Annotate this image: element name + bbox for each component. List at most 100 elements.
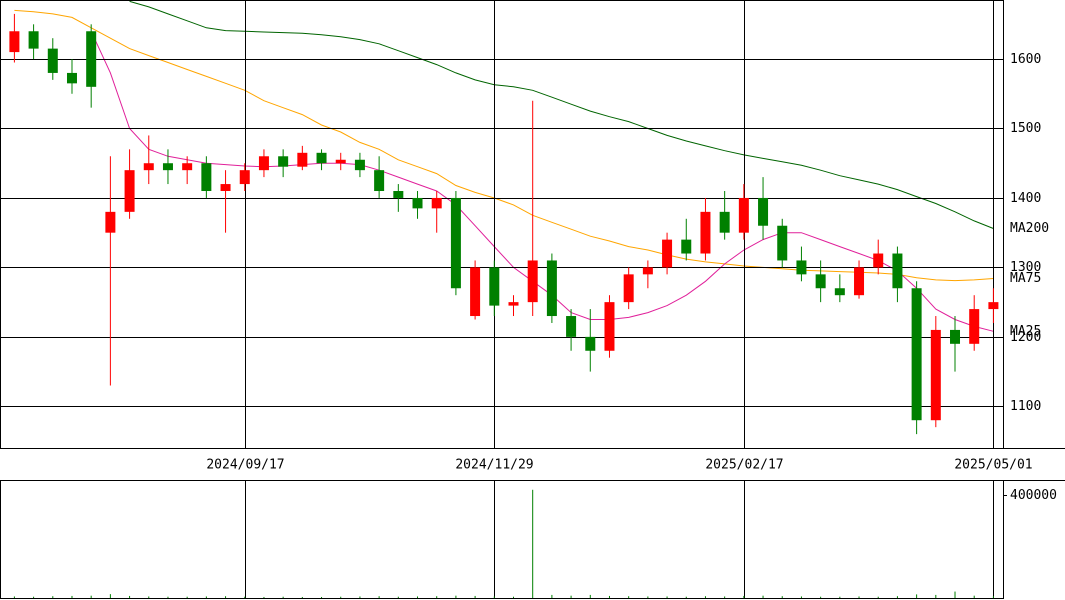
volume-bar	[877, 596, 879, 598]
candle-body	[585, 336, 596, 351]
candle-body	[450, 197, 461, 289]
candle-body	[623, 274, 634, 303]
y-tick-label: 400000	[1010, 488, 1057, 503]
candle-body	[738, 197, 749, 233]
volume-bar	[589, 594, 591, 598]
legend-label: MA75	[1010, 271, 1041, 286]
candle-body	[335, 159, 346, 164]
volume-bar	[916, 594, 918, 598]
legend-label: MA200	[1010, 221, 1049, 236]
x-tick-label: 2024/11/29	[455, 458, 533, 473]
volume-bar	[397, 596, 399, 598]
volume-bar	[474, 595, 476, 598]
volume-bar	[512, 596, 514, 598]
volume-bar	[973, 595, 975, 598]
volume-bar	[628, 596, 630, 598]
volume-bar	[839, 596, 841, 598]
candle-body	[815, 274, 826, 289]
volume-bar	[704, 596, 706, 598]
volume-frame	[0, 480, 1004, 599]
volume-bar	[109, 594, 111, 598]
ma-lines	[14, 0, 994, 332]
volume-bar	[992, 596, 994, 598]
volume-bar	[493, 596, 495, 598]
volume-bar	[685, 596, 687, 598]
candle-body	[854, 267, 865, 296]
candle-body	[508, 302, 519, 306]
candle-body	[527, 260, 538, 303]
volume-bar	[647, 596, 649, 598]
volume-bar	[935, 594, 937, 598]
volume-bar	[378, 596, 380, 598]
candle-body	[220, 184, 231, 192]
price-frame	[0, 0, 1004, 449]
candle-body	[681, 239, 692, 254]
y-tick-label: 1200	[1010, 330, 1041, 345]
candle-body	[969, 309, 980, 344]
volume-bar	[52, 596, 54, 598]
candle-body	[182, 163, 193, 171]
candle-body	[700, 211, 711, 254]
volume-bar	[301, 596, 303, 598]
volume-bar	[820, 596, 822, 598]
y-tick-label: 1600	[1010, 52, 1041, 67]
volume-bar	[340, 596, 342, 598]
volume-bar	[455, 595, 457, 598]
candle-body	[796, 260, 807, 275]
candle-body	[201, 163, 212, 192]
candle-body	[431, 197, 442, 209]
candle-body	[662, 239, 673, 268]
volume-bar	[167, 596, 169, 598]
volume-bar	[666, 596, 668, 598]
volume-bar	[13, 596, 15, 598]
volume-bar	[71, 595, 73, 598]
volume-bar	[762, 595, 764, 598]
volume-bar	[436, 596, 438, 598]
x-tick-label: 2025/02/17	[705, 458, 783, 473]
y-tick-label: 1500	[1010, 121, 1041, 136]
candle-body	[316, 152, 327, 164]
volume-bar	[896, 596, 898, 598]
x-tick-label: 2025/05/01	[954, 458, 1032, 473]
candle-body	[66, 72, 77, 84]
ma-line	[129, 0, 994, 229]
y-tick-label: 1400	[1010, 191, 1041, 206]
y-tick-label: 1300	[1010, 260, 1041, 275]
volume-bar	[551, 594, 553, 598]
candle-body	[566, 316, 577, 337]
volume-bar	[33, 596, 35, 598]
volume-bar	[90, 595, 92, 598]
candle-body	[834, 288, 845, 296]
candle-body	[489, 267, 500, 306]
candle-body	[777, 225, 788, 261]
volume-bar	[263, 596, 265, 598]
candle-body	[393, 191, 404, 198]
candle-body	[143, 163, 154, 171]
volume-bar	[205, 596, 207, 598]
candle-body	[105, 211, 116, 233]
candle-body	[546, 260, 557, 317]
volume-bar	[781, 596, 783, 598]
candle-body	[9, 31, 20, 53]
volume-bar	[608, 595, 610, 598]
candle-body	[258, 156, 269, 171]
candle-body	[412, 197, 423, 209]
candle-body	[950, 329, 961, 344]
candle-body	[892, 253, 903, 289]
candle-body	[86, 31, 97, 87]
volume-bar	[282, 596, 284, 598]
ma-line	[90, 31, 994, 332]
legend-label: MA25	[1010, 324, 1041, 339]
candle-body	[470, 267, 481, 317]
candle-body	[604, 302, 615, 351]
candle-body	[758, 197, 769, 226]
candle-body	[374, 170, 385, 192]
volume-bar	[148, 596, 150, 598]
volume-bar	[724, 596, 726, 598]
volume-bar	[532, 489, 534, 598]
candle-body	[239, 170, 250, 185]
y-tick-label: 1100	[1010, 399, 1041, 414]
candle-body	[278, 156, 289, 167]
volume-bar	[225, 596, 227, 598]
